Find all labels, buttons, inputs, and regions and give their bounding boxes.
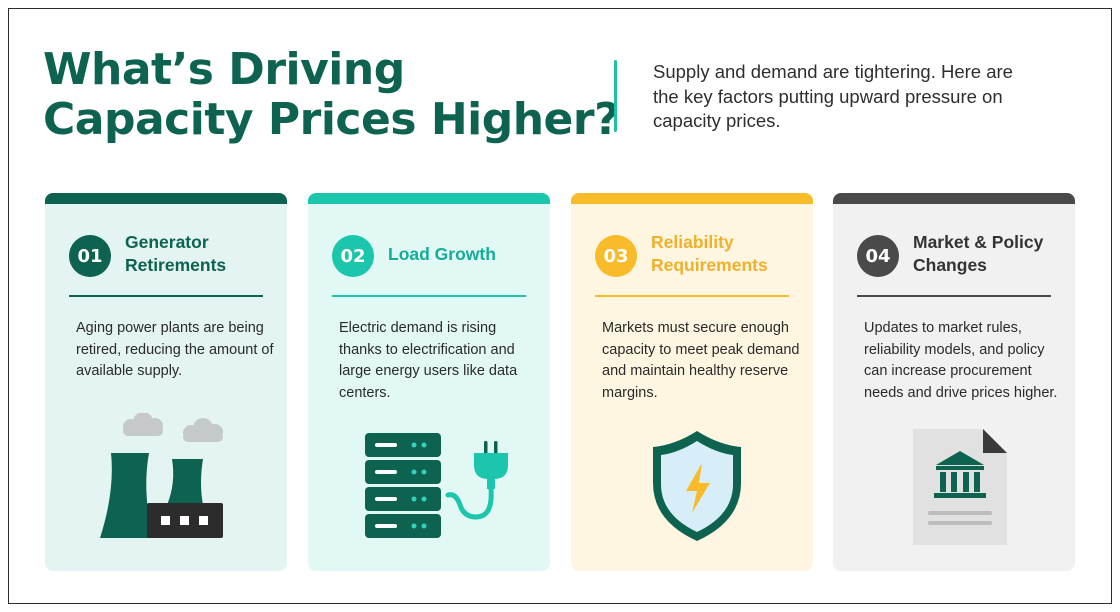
card-number-badge: 01 — [69, 235, 111, 277]
factor-card-load-growth: 02 Load Growth Electric demand is rising… — [308, 193, 550, 571]
server-plug-icon — [365, 433, 508, 538]
card-title: Generator Retirements — [125, 232, 227, 275]
card-divider — [69, 295, 263, 297]
page-title: What’s Driving Capacity Prices Higher? — [43, 45, 623, 145]
factor-card-generator-retirements: 01 Generator Retirements Aging power pla… — [45, 193, 287, 571]
card-number-badge: 02 — [332, 235, 374, 277]
card-title: Market & Policy Changes — [913, 232, 1044, 275]
factor-card-reliability-requirements: 03 Reliability Requirements Markets must… — [571, 193, 813, 571]
card-divider — [595, 295, 789, 297]
card-title: Reliability Requirements — [651, 232, 768, 275]
policy-document-icon — [913, 429, 1007, 545]
card-accent-bar — [45, 193, 287, 204]
card-divider — [857, 295, 1051, 297]
shield-lightning-icon — [653, 431, 741, 541]
card-description: Updates to market rules, reliability mod… — [864, 320, 1058, 401]
card-accent-bar — [308, 193, 550, 204]
card-description: Markets must secure enough capacity to m… — [602, 320, 800, 401]
page-subtitle: Supply and demand are tightering. Here a… — [653, 61, 1013, 131]
card-accent-bar — [571, 193, 813, 204]
card-number-badge: 04 — [857, 235, 899, 277]
card-description: Aging power plants are being retired, re… — [76, 320, 274, 379]
card-divider — [332, 295, 526, 297]
card-accent-bar — [833, 193, 1075, 204]
card-number-badge: 03 — [595, 235, 637, 277]
title-line-1: What’s Driving — [43, 44, 405, 95]
power-plant-icon — [100, 413, 223, 538]
title-line-2: Capacity Prices Higher? — [43, 94, 620, 145]
header-divider — [614, 60, 617, 132]
card-title: Load Growth — [388, 244, 496, 264]
card-description: Electric demand is rising thanks to elec… — [339, 320, 518, 401]
factor-card-market-policy-changes: 04 Market & Policy Changes Updates to ma… — [833, 193, 1075, 571]
